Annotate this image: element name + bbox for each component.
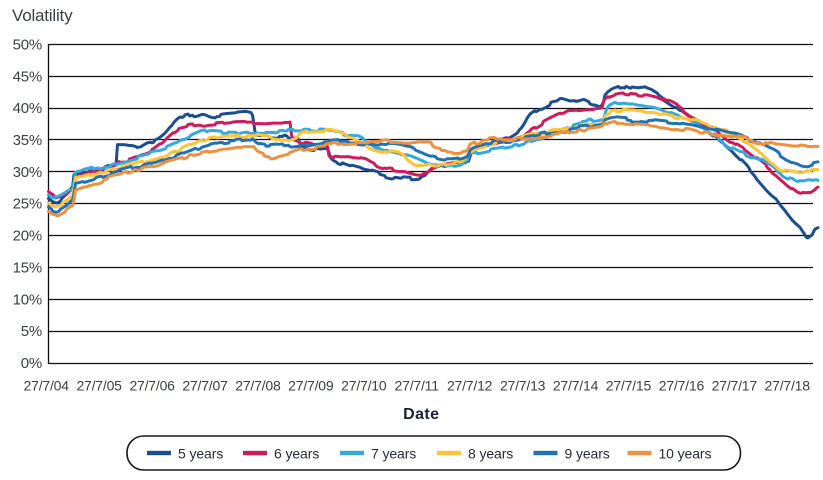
svg-text:5 years: 5 years <box>178 446 223 462</box>
svg-text:27/7/05: 27/7/05 <box>76 378 122 394</box>
svg-text:27/7/04: 27/7/04 <box>24 378 70 394</box>
svg-text:9 years: 9 years <box>565 446 610 462</box>
svg-text:27/7/08: 27/7/08 <box>235 378 281 394</box>
svg-text:27/7/14: 27/7/14 <box>553 378 599 394</box>
svg-text:Date: Date <box>403 406 439 423</box>
svg-text:20%: 20% <box>13 228 42 245</box>
svg-text:27/7/09: 27/7/09 <box>288 378 334 394</box>
svg-text:27/7/15: 27/7/15 <box>606 378 652 394</box>
svg-text:27/7/10: 27/7/10 <box>341 378 387 394</box>
svg-text:27/7/12: 27/7/12 <box>447 378 493 394</box>
svg-text:50%: 50% <box>13 36 42 53</box>
svg-text:35%: 35% <box>13 132 42 149</box>
svg-text:10%: 10% <box>13 291 42 308</box>
svg-text:10 years: 10 years <box>659 446 712 462</box>
svg-text:30%: 30% <box>13 164 42 181</box>
svg-text:45%: 45% <box>13 68 42 85</box>
svg-text:7 years: 7 years <box>371 446 416 462</box>
svg-text:40%: 40% <box>13 100 42 117</box>
svg-text:25%: 25% <box>13 196 42 213</box>
svg-text:Volatility: Volatility <box>12 6 73 25</box>
svg-text:0%: 0% <box>21 355 42 372</box>
svg-text:5%: 5% <box>21 323 42 340</box>
svg-text:27/7/17: 27/7/17 <box>712 378 758 394</box>
svg-text:27/7/18: 27/7/18 <box>765 378 811 394</box>
svg-text:27/7/06: 27/7/06 <box>129 378 175 394</box>
svg-text:8 years: 8 years <box>468 446 513 462</box>
svg-text:6 years: 6 years <box>274 446 319 462</box>
svg-text:15%: 15% <box>13 259 42 276</box>
svg-text:27/7/13: 27/7/13 <box>500 378 546 394</box>
svg-text:27/7/11: 27/7/11 <box>395 378 440 394</box>
svg-text:27/7/16: 27/7/16 <box>659 378 705 394</box>
svg-text:27/7/07: 27/7/07 <box>182 378 228 394</box>
